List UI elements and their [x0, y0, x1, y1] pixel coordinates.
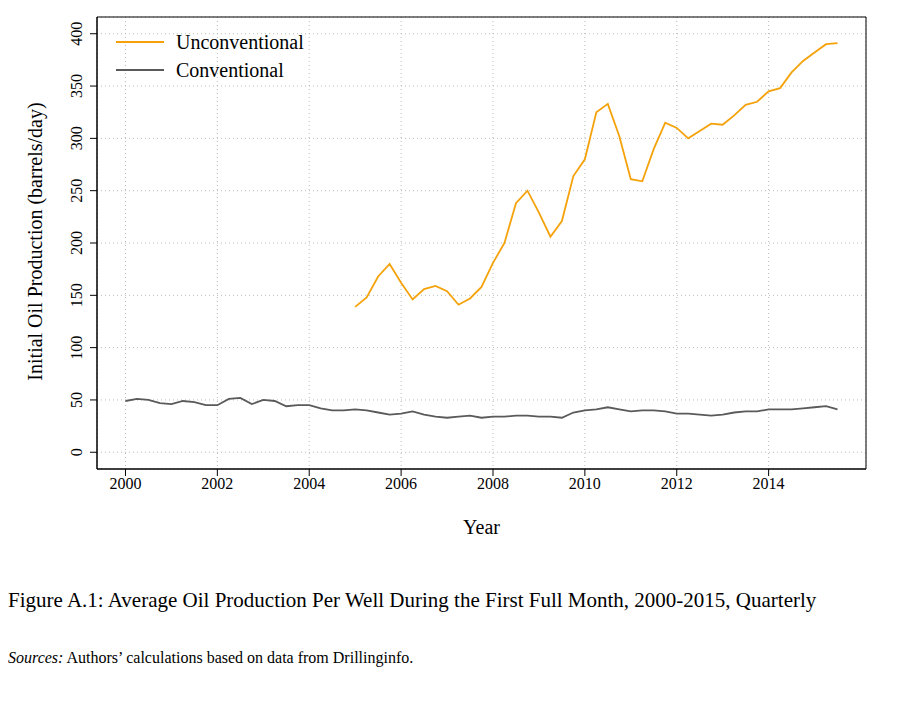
svg-text:50: 50	[68, 392, 85, 408]
svg-text:2010: 2010	[569, 475, 601, 492]
svg-text:2002: 2002	[201, 475, 233, 492]
svg-text:2012: 2012	[661, 475, 693, 492]
html-text:Initial Oil Production (barrel: Initial Oil Production (barrels/day)	[23, 102, 46, 381]
svg-text:250: 250	[68, 179, 85, 203]
svg-text:2004: 2004	[293, 475, 325, 492]
html-text:Unconventional: Unconventional	[176, 30, 304, 53]
svg-text:300: 300	[68, 126, 85, 150]
svg-text:2000: 2000	[109, 475, 141, 492]
svg-text:2014: 2014	[753, 475, 785, 492]
html-text:Sources: Authors’ calculations: Sources: Authors’ calculations based on …	[8, 649, 414, 666]
html-text:Figure A.1: Average Oil Produc: Figure A.1: Average Oil Production Per W…	[8, 588, 817, 612]
svg-text:100: 100	[68, 336, 85, 360]
svg-text:Year: Year	[463, 516, 500, 538]
svg-text:150: 150	[68, 283, 85, 307]
svg-text:2008: 2008	[477, 475, 509, 492]
svg-text:350: 350	[68, 74, 85, 98]
svg-text:200: 200	[68, 231, 85, 255]
svg-text:2006: 2006	[385, 475, 417, 492]
svg-text:0: 0	[68, 448, 85, 456]
svg-text:400: 400	[68, 22, 85, 46]
html-text:Conventional: Conventional	[176, 58, 284, 81]
